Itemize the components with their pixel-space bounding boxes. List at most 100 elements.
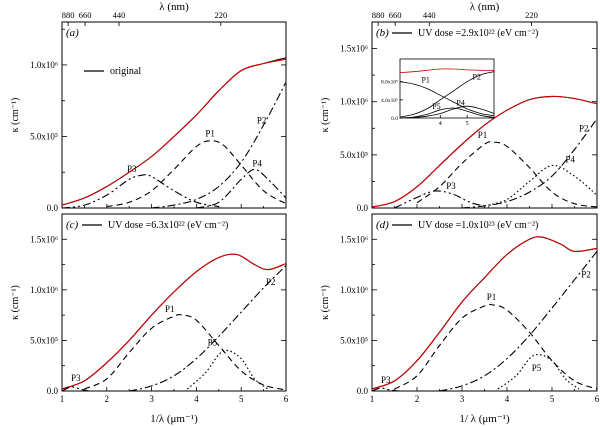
series-line-fit xyxy=(372,95,597,208)
series-line-p3 xyxy=(62,386,90,391)
y-tick-label: 1.5x10⁶ xyxy=(340,44,368,54)
chart-panel-1: 0.0 5.0x10⁵ 1.0x10⁶ 880 660 440 220 λ (nm) κ (cm… xyxy=(10,1,287,213)
y-tick-label: 0.0 xyxy=(47,203,59,213)
y-axis-title: κ (cm⁻¹) xyxy=(320,285,331,320)
top-tick-label: 220 xyxy=(525,10,538,20)
panel-label: (a) xyxy=(66,27,79,39)
plot-frame xyxy=(61,213,287,392)
y-tick-label: 1.5x10⁶ xyxy=(340,234,368,244)
series-line-p3 xyxy=(62,174,219,208)
series-line-p4 xyxy=(196,168,286,208)
peak-label-p3: P3 xyxy=(446,181,456,191)
series-line-p1 xyxy=(106,140,286,208)
series-line-p2 xyxy=(151,81,286,208)
series-line-original xyxy=(62,57,286,206)
plot-frame xyxy=(371,213,598,392)
x-tick-label: 4 xyxy=(194,394,199,404)
inset-label-p2: P2 xyxy=(473,72,481,81)
peak-label-p3: P3 xyxy=(127,164,137,174)
series-line-original xyxy=(372,236,597,390)
peak-label-p4: P4 xyxy=(252,159,262,169)
inset-label-p5: P5 xyxy=(432,102,440,111)
peak-label-p5: P5 xyxy=(208,337,218,347)
peak-label-p2: P2 xyxy=(266,277,276,287)
peak-label-p3: P3 xyxy=(71,373,81,383)
series-line-p4 xyxy=(484,164,597,207)
series-group xyxy=(372,95,597,208)
x-tick-label: 6 xyxy=(284,394,289,404)
x-tick-label: 5 xyxy=(550,394,555,404)
y-tick-label: 0.0 xyxy=(357,386,369,396)
inset-series-fit xyxy=(400,68,494,73)
chart-panel-4: 0.0 5.0x10⁵ 1.0x10⁶ 1.5x10⁶ 1 2 3 4 5 6 1/ λ (μm⁻¹… xyxy=(320,213,600,425)
x-axis-title: 1/ λ (μm⁻¹) xyxy=(459,413,510,425)
top-tick-label: 660 xyxy=(389,10,402,20)
inset-plot: 0.0 4.0x10⁵ 8.0x10⁵ 4 5 P1 P2 P5 P4 xyxy=(381,58,495,127)
top-tick-label: 440 xyxy=(113,10,126,20)
top-tick-label: 660 xyxy=(79,10,92,20)
peak-label-p2: P2 xyxy=(579,123,589,133)
x-tick-label: 3 xyxy=(149,394,154,404)
x-tick-label: 1 xyxy=(60,394,65,404)
inset-x-tick-label: 4 xyxy=(439,121,442,127)
series-line-fit xyxy=(62,253,286,390)
y-tick-label: 1.0x10⁶ xyxy=(340,285,368,295)
legend-label: original xyxy=(110,66,141,77)
series-group xyxy=(62,253,286,391)
series-line-p1 xyxy=(416,141,597,208)
series-group xyxy=(372,236,597,391)
x-tick-label: 1 xyxy=(370,394,375,404)
y-axis-title: κ (cm⁻¹) xyxy=(320,98,331,133)
inset-label-p1: P1 xyxy=(421,76,429,85)
y-tick-label: 5.0x10⁵ xyxy=(340,335,368,345)
y-tick-label: 0.0 xyxy=(357,203,369,213)
inset-series-p5 xyxy=(400,107,494,118)
inset-series-p1 xyxy=(400,81,494,117)
y-tick-label: 5.0x10⁵ xyxy=(30,335,58,345)
panel-label: (b) xyxy=(376,27,389,39)
peak-label-p2: P2 xyxy=(581,270,591,280)
y-tick-label: 5.0x10⁵ xyxy=(340,150,368,160)
legend-label: UV dose =2.9x10²² (eV cm⁻²) xyxy=(418,28,538,39)
top-tick-label: 440 xyxy=(423,10,436,20)
chart-panel-2: 0.0 5.0x10⁵ 1.0x10⁶ 1.5x10⁶ 880 660 440 220 λ (n… xyxy=(320,1,598,213)
series-line-p3 xyxy=(394,190,490,208)
series-line-p5 xyxy=(186,349,269,390)
peak-label-p1: P1 xyxy=(478,130,488,140)
inset-label-p4: P4 xyxy=(456,98,464,107)
series-line-p2 xyxy=(129,265,286,391)
x-tick-label: 2 xyxy=(415,394,420,404)
peak-label-p3: P3 xyxy=(381,375,391,385)
x-axis-title: 1/λ (μm⁻¹) xyxy=(150,413,198,425)
peak-label-p1: P1 xyxy=(165,304,175,314)
y-tick-label: 5.0x10⁵ xyxy=(30,131,58,141)
inset-y-tick-label: 4.0x10⁵ xyxy=(381,98,398,104)
series-line-original xyxy=(62,253,286,390)
series-group xyxy=(62,57,286,208)
series-line-fit xyxy=(62,58,286,206)
x-tick-label: 2 xyxy=(105,394,110,404)
y-tick-label: 1.0x10⁶ xyxy=(340,97,368,107)
legend-label: UV dose =6.3x10²² (eV cm⁻²) xyxy=(108,220,228,231)
chart-panel-3: 0.0 5.0x10⁵ 1.0x10⁶ 1.5x10⁶ 1 2 3 4 5 6 1/λ (μm⁻¹)… xyxy=(10,213,289,425)
y-tick-label: 1.0x10⁶ xyxy=(30,285,58,295)
top-tick-label: 880 xyxy=(372,10,385,20)
peak-label-p5: P5 xyxy=(532,363,542,373)
series-line-fit xyxy=(372,236,597,390)
y-axis-title: κ (cm⁻¹) xyxy=(10,98,21,133)
x-tick-label: 3 xyxy=(460,394,465,404)
peak-label-p2: P2 xyxy=(257,116,267,126)
x-tick-label: 5 xyxy=(239,394,244,404)
top-axis-title: λ (nm) xyxy=(159,1,189,13)
peak-label-p1: P1 xyxy=(205,128,215,138)
y-tick-label: 1.0x10⁶ xyxy=(30,60,58,70)
plot-frame xyxy=(61,21,287,209)
panel-label: (c) xyxy=(66,219,79,231)
panel-label: (d) xyxy=(376,219,389,231)
series-line-p5 xyxy=(497,353,580,390)
y-tick-label: 0.0 xyxy=(47,386,59,396)
inset-y-tick-label: 0.0 xyxy=(391,116,398,122)
series-line-p3 xyxy=(372,387,400,391)
inset-series-group xyxy=(400,68,494,118)
